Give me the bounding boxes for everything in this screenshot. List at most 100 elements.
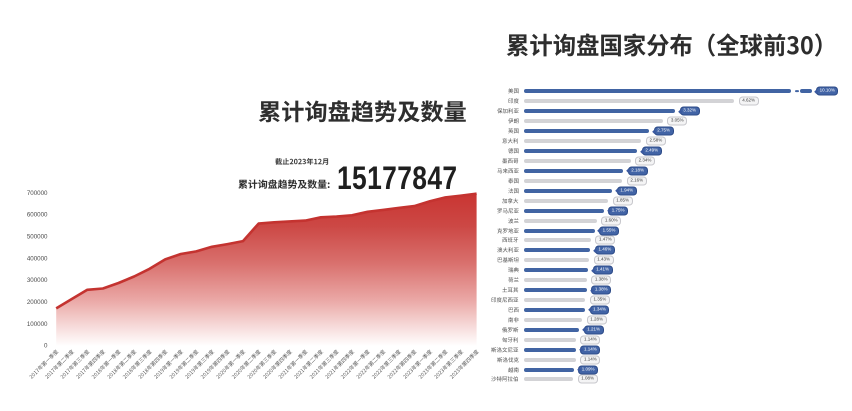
country-row: 1.21% [0,325,852,335]
country-bar [524,139,642,144]
value-badge: 1.38% [591,285,612,295]
country-label [496,227,520,234]
value-badge: 1.14% [580,335,601,345]
x-axis-tick-label [122,349,153,379]
value-badge: 1.55% [599,226,619,235]
country-row: 1.43% [0,255,852,265]
country-row: 2.18% [0,166,852,176]
x-axis-tick-label [76,349,106,379]
country-bar [524,188,613,193]
country-bar [524,178,623,183]
country-label [491,296,520,303]
x-axis-tick-label [44,349,75,379]
x-axis-tick-label [309,349,339,379]
value-badge: 1.43% [593,255,614,265]
x-axis-tick-label [29,349,59,379]
value-badge: 2.58% [645,136,666,146]
country-label [502,286,520,293]
country-label [507,217,520,224]
country-bar [524,367,574,372]
country-label [508,306,520,313]
y-axis-tick-label: 700000 [27,190,48,197]
x-axis-tick-label [278,349,308,379]
country-bar [524,327,580,332]
country-label [496,207,520,214]
x-axis-tick-label [169,349,199,379]
country-bar [524,377,574,382]
total-inquiries-label [238,178,331,191]
country-row: 1.85% [0,196,852,206]
x-axis-tick-label [434,349,464,379]
value-badge: 1.09% [578,365,599,375]
value-badge: 1.75% [608,206,629,216]
country-row: 1.38% [0,285,852,295]
value-badge: 2.75% [653,126,674,136]
country-label [507,177,520,184]
x-axis-tick-label [294,349,324,379]
y-axis-tick-label: 300000 [27,277,48,284]
country-row: 1.35% [0,295,852,305]
country-row: 2.16% [0,176,852,186]
country-bar [524,298,586,303]
trend-area-chart: 0 100000 200000 300000 400000 500000 600000 700… [27,190,480,379]
country-row: 10.10% [0,86,852,97]
country-bar [524,208,604,213]
country-bar [524,168,624,173]
x-axis-tick-label [247,349,277,379]
country-bar [524,238,591,243]
country-row: 2.58% [0,136,852,146]
country-label [491,346,520,353]
country-row: 1.09% [0,365,852,375]
country-label [502,138,520,145]
country-label [507,147,520,154]
country-row: 1.34% [0,305,852,315]
y-axis-tick-label: 500000 [27,234,48,241]
country-row: 2.49% [0,146,852,156]
country-label [502,326,520,333]
bar-truncated-cap [799,89,812,94]
value-badge: 2.49% [641,146,662,156]
country-label [496,356,520,363]
country-label [502,237,520,244]
value-badge: 1.35% [589,295,610,305]
country-row: 1.55% [0,226,852,236]
country-row: 1.14% [0,355,852,365]
x-axis-tick-label [216,349,246,379]
country-bar [524,278,587,283]
country-bar [524,317,583,322]
x-axis-tick-label [200,349,230,379]
x-axis-tick-label [138,349,168,379]
country-label [507,128,520,135]
x-axis-tick-label [153,349,184,379]
country-label [502,197,520,204]
country-label [507,118,520,125]
country-label [496,167,520,174]
y-axis-tick-label: 400000 [27,255,48,262]
value-badge: 10.10% [816,86,839,96]
trend-chart-title [258,97,468,127]
value-badge: 1.60% [601,216,622,226]
country-label [507,98,520,105]
country-row: 4.62% [0,96,852,106]
y-axis-tick-label: 600000 [27,212,48,219]
country-label [507,277,520,284]
country-row: 1.46% [0,245,852,255]
x-axis-tick-label [185,349,215,379]
country-chart-title [506,30,838,62]
x-axis-tick-label [356,349,386,379]
country-row: 1.14% [0,335,852,345]
value-badge: 1.28% [586,315,607,325]
trend-area-fill [56,193,477,346]
y-axis-tick-label: 100000 [27,321,48,328]
value-badge: 1.21% [583,325,604,335]
x-axis-tick-label [340,349,371,379]
country-bar [524,307,585,312]
x-axis-tick-label [231,349,262,379]
country-label [502,336,520,343]
country-bar [524,258,590,263]
value-badge: 2.16% [626,176,647,186]
value-badge: 3.05% [667,116,688,126]
x-axis-tick-label [325,349,355,379]
country-label [507,366,520,373]
